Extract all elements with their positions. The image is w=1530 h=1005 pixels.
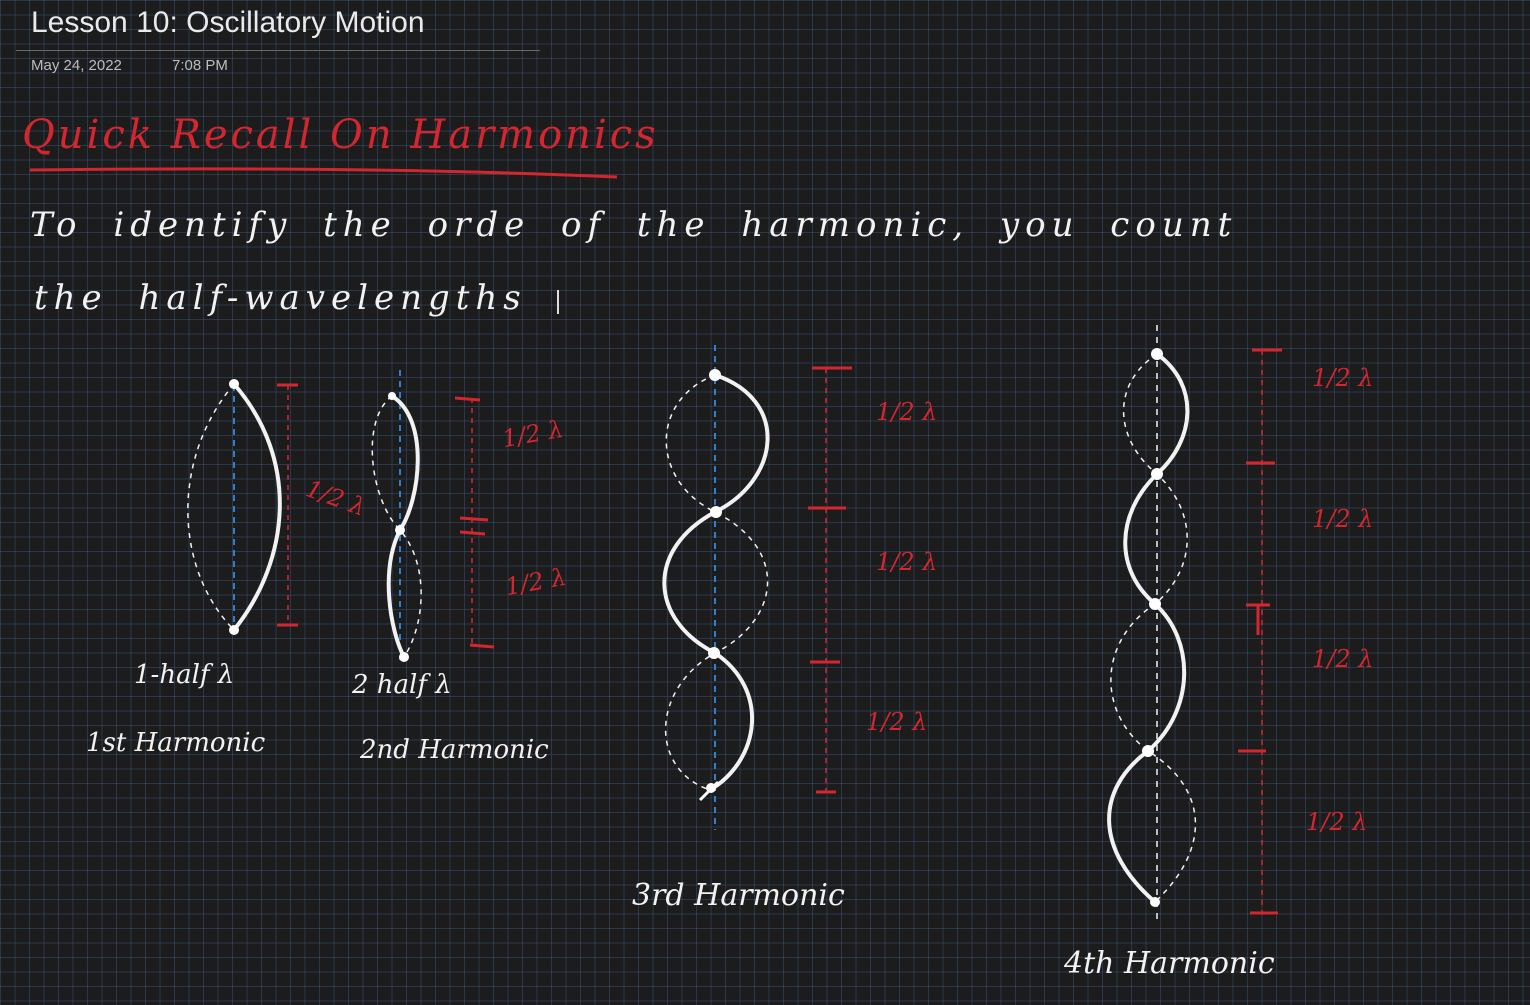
node-dot bbox=[708, 647, 720, 659]
fig4-seg-label-3: 1/2 λ bbox=[1312, 645, 1374, 673]
text-cursor bbox=[557, 290, 559, 314]
string-solid bbox=[662, 373, 770, 792]
node-dot bbox=[388, 392, 396, 400]
title-divider bbox=[16, 50, 540, 51]
node-dot bbox=[229, 379, 239, 389]
page-time: 7:08 PM bbox=[172, 57, 228, 74]
fig2-name-label: 2nd Harmonic bbox=[360, 735, 549, 765]
string-dashed bbox=[664, 374, 769, 791]
fig3-seg-label-3: 1/2 λ bbox=[866, 708, 928, 736]
string-solid bbox=[232, 382, 282, 632]
heading-underline bbox=[29, 167, 618, 179]
node-dot bbox=[1151, 348, 1163, 360]
measure-tick bbox=[459, 530, 486, 536]
node-dot bbox=[399, 652, 409, 662]
fig4-name-label: 4th Harmonic bbox=[1064, 946, 1275, 981]
node-dot bbox=[1150, 897, 1160, 907]
fig3-seg-label-1: 1/2 λ bbox=[876, 398, 938, 426]
node-dot bbox=[1151, 468, 1163, 480]
node-dot bbox=[1142, 745, 1154, 757]
string-solid bbox=[1107, 352, 1190, 904]
measure-tick bbox=[459, 516, 489, 522]
fig1-count-label: 1-half λ bbox=[134, 660, 235, 690]
node-dot bbox=[229, 625, 239, 635]
fig1-name-label: 1st Harmonic bbox=[86, 728, 266, 758]
figure-4th-harmonic bbox=[1107, 325, 1282, 925]
measure-tick bbox=[469, 643, 495, 649]
string-dashed bbox=[187, 383, 235, 631]
node-dot bbox=[709, 369, 721, 381]
fig3-name-label: 3rd Harmonic bbox=[632, 878, 845, 913]
figure-3rd-harmonic bbox=[662, 345, 852, 830]
node-dot bbox=[1149, 598, 1161, 610]
figure-2nd-harmonic bbox=[371, 370, 495, 662]
string-dashed bbox=[371, 395, 422, 658]
fig4-seg-label-4: 1/2 λ bbox=[1306, 808, 1368, 836]
note-line-2[interactable]: the half-wavelengths bbox=[34, 278, 527, 318]
note-heading[interactable]: Quick Recall On Harmonics bbox=[22, 112, 659, 158]
fig4-seg-label-2: 1/2 λ bbox=[1312, 505, 1374, 533]
fig4-seg-label-1: 1/2 λ bbox=[1312, 364, 1374, 392]
node-dot bbox=[395, 525, 405, 535]
note-line-1[interactable]: To identify the orde of the harmonic, yo… bbox=[30, 205, 1238, 245]
string-dashed bbox=[1110, 353, 1197, 903]
page-date: May 24, 2022 bbox=[31, 57, 122, 74]
figure-1st-harmonic bbox=[187, 379, 298, 635]
node-dot bbox=[710, 506, 722, 518]
page-title[interactable]: Lesson 10: Oscillatory Motion bbox=[31, 6, 425, 39]
measure-tick bbox=[454, 396, 481, 402]
fig3-seg-label-2: 1/2 λ bbox=[876, 548, 938, 576]
end-stroke bbox=[698, 780, 720, 802]
fig2-count-label: 2 half λ bbox=[352, 670, 452, 700]
